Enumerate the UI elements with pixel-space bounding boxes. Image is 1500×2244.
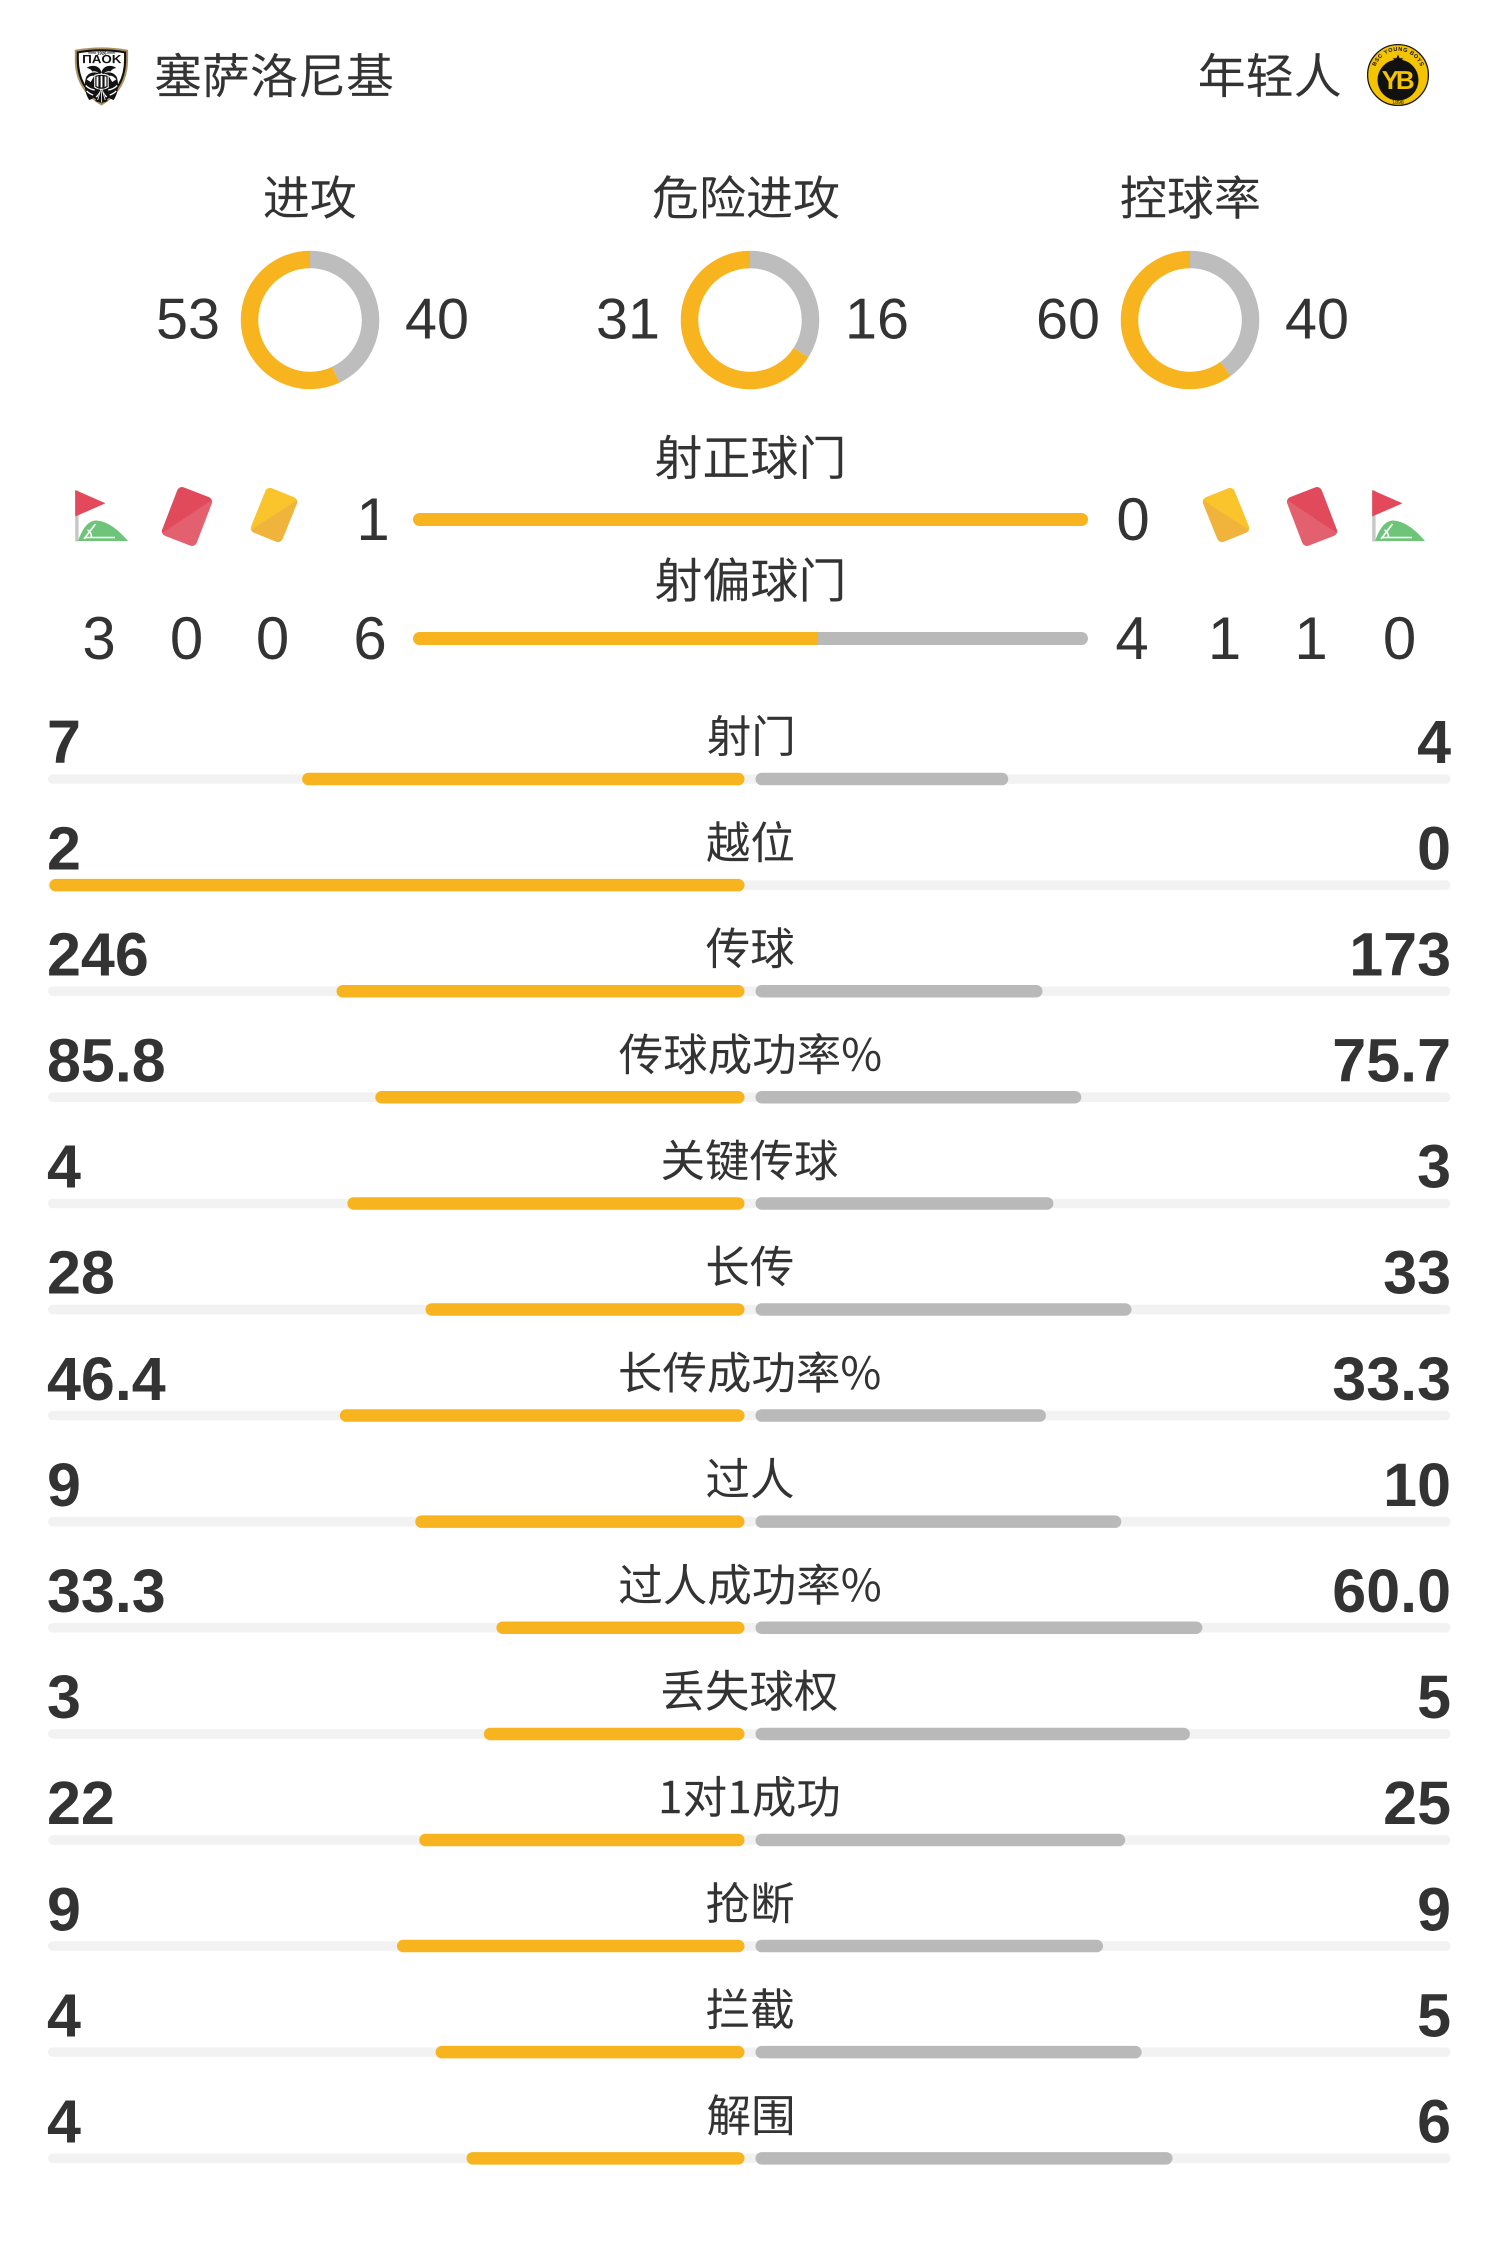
svg-text:31: 31 <box>596 288 660 352</box>
svg-text:3: 3 <box>1417 1133 1451 1201</box>
svg-text:33.3: 33.3 <box>47 1557 166 1625</box>
svg-text:1: 1 <box>356 486 389 553</box>
svg-text:0: 0 <box>1383 605 1416 672</box>
svg-text:22: 22 <box>47 1769 115 1837</box>
svg-text:6: 6 <box>1417 2088 1451 2156</box>
svg-text:1: 1 <box>1294 605 1327 672</box>
svg-text:25: 25 <box>1383 1769 1451 1837</box>
svg-text:10: 10 <box>1383 1451 1451 1519</box>
svg-text:40: 40 <box>1285 288 1349 352</box>
svg-text:40: 40 <box>405 288 469 352</box>
svg-text:7: 7 <box>47 708 81 776</box>
svg-text:173: 173 <box>1349 920 1451 988</box>
svg-text:9: 9 <box>47 1875 81 1943</box>
svg-text:85.8: 85.8 <box>47 1027 166 1095</box>
svg-text:16: 16 <box>845 288 909 352</box>
svg-text:60: 60 <box>1036 288 1100 352</box>
svg-text:0: 0 <box>1116 486 1149 553</box>
svg-text:28: 28 <box>47 1239 115 1307</box>
svg-text:4: 4 <box>1115 605 1148 672</box>
svg-text:0: 0 <box>256 605 289 672</box>
svg-text:3: 3 <box>47 1663 81 1731</box>
svg-text:4: 4 <box>47 2088 81 2156</box>
svg-text:53: 53 <box>156 288 220 352</box>
svg-text:46.4: 46.4 <box>47 1345 166 1413</box>
svg-text:9: 9 <box>47 1451 81 1519</box>
svg-text:60.0: 60.0 <box>1332 1557 1451 1625</box>
svg-text:33.3: 33.3 <box>1332 1345 1451 1413</box>
svg-text:0: 0 <box>170 605 203 672</box>
svg-text:4: 4 <box>1417 708 1451 776</box>
svg-text:6: 6 <box>353 605 386 672</box>
svg-text:246: 246 <box>47 920 149 988</box>
svg-text:4: 4 <box>47 1981 81 2049</box>
svg-text:2: 2 <box>47 814 81 882</box>
svg-text:0: 0 <box>1417 814 1451 882</box>
svg-text:5: 5 <box>1417 1981 1451 2049</box>
svg-text:33: 33 <box>1383 1239 1451 1307</box>
svg-text:75.7: 75.7 <box>1332 1027 1451 1095</box>
svg-text:4: 4 <box>47 1133 81 1201</box>
svg-text:9: 9 <box>1417 1875 1451 1943</box>
svg-text:5: 5 <box>1417 1663 1451 1731</box>
svg-text:1: 1 <box>1208 605 1241 672</box>
svg-text:3: 3 <box>82 605 115 672</box>
